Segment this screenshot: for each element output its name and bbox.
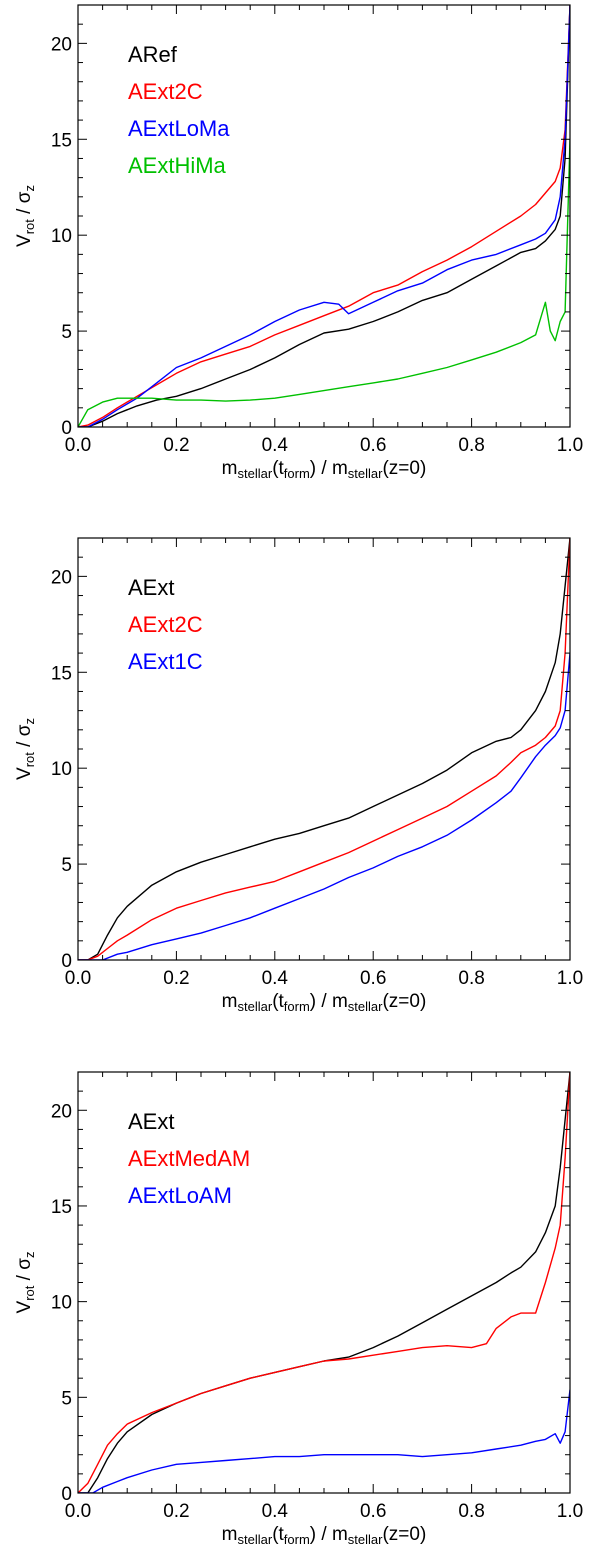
x-tick-label: 0.0 xyxy=(65,968,91,989)
y-tick-label: 20 xyxy=(51,567,72,588)
series-line-aextloma xyxy=(78,5,570,427)
x-tick-label: 0.2 xyxy=(163,435,189,456)
y-axis-label: Vrot / σz xyxy=(14,1252,37,1314)
y-axis-label: Vrot / σz xyxy=(14,185,37,247)
panel-2: 0.0 0.2 0.4 0.6 0.8 1.0 0 5 10 15 20 mstellar(tform… xyxy=(14,537,583,1014)
y-tick-label: 20 xyxy=(51,34,72,55)
x-tick-label: 0.0 xyxy=(65,435,91,456)
legend-entry-aexthima: AExtHiMa xyxy=(128,153,227,178)
series-line-aext2c xyxy=(78,538,570,960)
panel-1: 0.0 0.2 0.4 0.6 0.8 1.0 0 5 10 15 20 mstellar(tform… xyxy=(14,4,583,481)
y-tick-label: 20 xyxy=(51,1101,72,1122)
legend-entry-aref: ARef xyxy=(128,42,178,67)
x-tick-label: 1.0 xyxy=(557,1501,583,1522)
x-tick-label: 0.6 xyxy=(360,435,386,456)
y-tick-label: 15 xyxy=(51,663,72,684)
series-line-aextloam xyxy=(78,1389,570,1493)
x-tick-label: 0.8 xyxy=(458,968,484,989)
y-tick-label: 0 xyxy=(61,418,72,439)
x-tick-label: 0.4 xyxy=(262,968,289,989)
legend-entry-aextloam: AExtLoAM xyxy=(128,1183,232,1208)
legend-entry-aext: AExt xyxy=(128,1109,174,1134)
y-axis-label: Vrot / σz xyxy=(14,718,37,780)
x-tick-label: 0.6 xyxy=(360,1501,386,1522)
x-tick-label: 0.4 xyxy=(262,1501,289,1522)
x-tick-label: 0.2 xyxy=(163,968,189,989)
y-tick-label: 10 xyxy=(51,759,72,780)
series-line-aext xyxy=(78,1072,570,1493)
x-tick-label: 0.8 xyxy=(458,1501,484,1522)
y-tick-label: 10 xyxy=(51,1293,72,1314)
x-tick-label: 0.8 xyxy=(458,435,484,456)
series-line-aexthima xyxy=(78,139,570,427)
series-line-aext xyxy=(78,538,570,960)
y-tick-label: 5 xyxy=(61,322,72,343)
y-tick-label: 5 xyxy=(61,855,72,876)
x-axis-label: mstellar(tform) / mstellar(z=0) xyxy=(222,458,427,481)
x-tick-label: 1.0 xyxy=(557,968,583,989)
y-tick-label: 15 xyxy=(51,1197,72,1218)
x-tick-label: 0.6 xyxy=(360,968,386,989)
x-tick-label: 0.0 xyxy=(65,1501,91,1522)
x-tick-label: 0.4 xyxy=(262,435,289,456)
y-tick-label: 0 xyxy=(61,951,72,972)
series-line-aextmedam xyxy=(78,1072,570,1493)
series-line-aext1c xyxy=(78,653,570,960)
x-axis-label: mstellar(tform) / mstellar(z=0) xyxy=(222,1524,427,1547)
y-tick-label: 5 xyxy=(61,1388,72,1409)
series-line-aref xyxy=(78,5,570,427)
plot-frame xyxy=(77,4,571,428)
x-tick-label: 1.0 xyxy=(557,435,583,456)
legend-entry-aextloma: AExtLoMa xyxy=(128,116,230,141)
series-line-aext2c xyxy=(78,5,570,427)
legend-entry-aext2c: AExt2C xyxy=(128,612,203,637)
x-axis-label: mstellar(tform) / mstellar(z=0) xyxy=(222,991,427,1014)
plot-frame xyxy=(77,537,571,961)
y-tick-label: 0 xyxy=(61,1484,72,1505)
y-tick-label: 10 xyxy=(51,226,72,247)
x-tick-label: 0.2 xyxy=(163,1501,189,1522)
legend-entry-aext2c: AExt2C xyxy=(128,79,203,104)
legend-entry-aext: AExt xyxy=(128,575,174,600)
legend-entry-aextmedam: AExtMedAM xyxy=(128,1146,250,1171)
panel-3: 0.0 0.2 0.4 0.6 0.8 1.0 0 5 10 15 20 mstellar(tform… xyxy=(14,1071,583,1547)
legend-entry-aext1c: AExt1C xyxy=(128,649,203,674)
y-tick-label: 15 xyxy=(51,130,72,151)
